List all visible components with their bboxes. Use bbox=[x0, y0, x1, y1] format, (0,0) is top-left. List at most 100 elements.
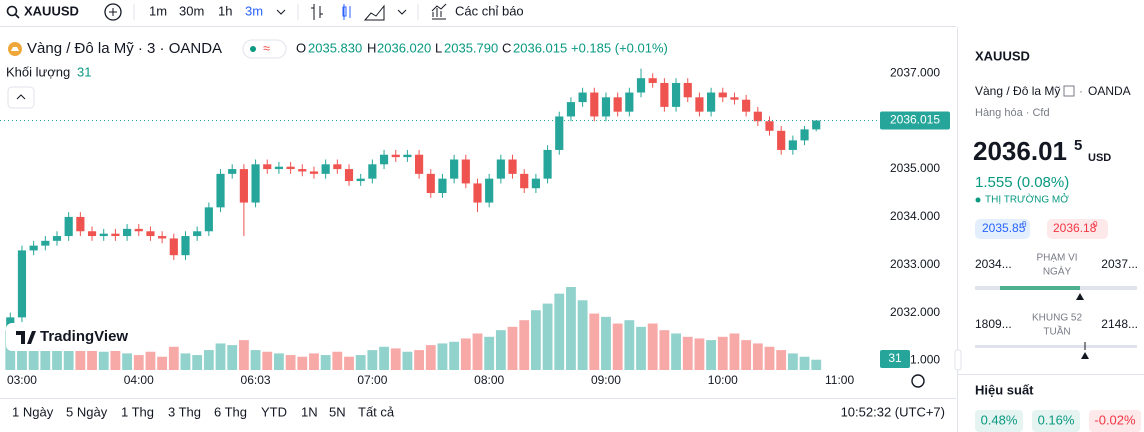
chevron[interactable] bbox=[276, 9, 286, 15]
candle-body bbox=[17, 250, 27, 318]
range-button[interactable]: 5N bbox=[329, 404, 346, 419]
bar-style-icon[interactable] bbox=[311, 4, 323, 20]
candle-body bbox=[461, 159, 470, 184]
y-tick-label: 2032.000 bbox=[890, 305, 940, 319]
volume-bar bbox=[344, 356, 354, 370]
volume-bar bbox=[145, 351, 156, 370]
candle-body bbox=[356, 178, 365, 182]
performance-value[interactable]: -0.02% bbox=[1094, 412, 1136, 427]
interval[interactable]: 30m bbox=[179, 3, 204, 18]
range-button[interactable]: 1N bbox=[301, 404, 318, 419]
candle-body bbox=[578, 92, 587, 103]
volume-bar bbox=[425, 345, 436, 370]
volume-bar bbox=[706, 340, 717, 370]
range-button[interactable]: 3 Thg bbox=[168, 404, 201, 419]
candle-body bbox=[251, 164, 260, 203]
candle-body bbox=[788, 140, 797, 150]
volume-bar bbox=[157, 356, 168, 370]
y-tick-label: 2035.000 bbox=[890, 161, 940, 175]
volume-bar bbox=[530, 310, 541, 370]
legend-label: O bbox=[296, 40, 306, 55]
day-range-title: NGÀY bbox=[1043, 265, 1072, 278]
clock: 10:52:32 (UTC+7) bbox=[841, 404, 945, 419]
volume-bar bbox=[519, 320, 530, 370]
last-price-label: 2036.015 bbox=[890, 113, 940, 127]
add-symbol[interactable] bbox=[104, 3, 122, 21]
candle-body bbox=[625, 92, 634, 112]
candle-body bbox=[812, 120, 821, 130]
interval[interactable]: 1h bbox=[218, 3, 232, 18]
candle-body bbox=[742, 99, 751, 112]
performance-value[interactable]: 0.48% bbox=[981, 412, 1018, 427]
interval[interactable]: 1m bbox=[149, 3, 167, 18]
range-button[interactable]: 1 Ngày bbox=[12, 404, 54, 419]
range-button[interactable]: 6 Thg bbox=[214, 404, 247, 419]
legend-change: +0.185 (+0.01%) bbox=[571, 40, 668, 55]
candle-body bbox=[403, 154, 412, 158]
legend-value: 2035.790 bbox=[444, 40, 498, 55]
volume-bar bbox=[624, 320, 635, 370]
status-pill[interactable] bbox=[242, 39, 287, 59]
candle-body bbox=[344, 169, 354, 182]
collapse-button[interactable] bbox=[7, 86, 35, 109]
area-style-icon[interactable] bbox=[363, 4, 385, 21]
performance-value[interactable]: 0.16% bbox=[1038, 412, 1075, 427]
candle-body bbox=[520, 173, 529, 189]
volume-bar bbox=[180, 353, 191, 370]
week52-high: 2148... bbox=[1101, 317, 1138, 331]
candle-body bbox=[286, 166, 295, 170]
volume-bar bbox=[776, 350, 787, 370]
volume-value: 31 bbox=[77, 64, 91, 79]
range-button[interactable]: 5 Ngày bbox=[66, 404, 108, 419]
candle-body bbox=[438, 178, 447, 193]
candle-body bbox=[496, 159, 505, 179]
volume-bar bbox=[262, 351, 273, 370]
settings-icon[interactable] bbox=[911, 374, 925, 388]
range-button[interactable]: 1 Thg bbox=[121, 404, 154, 419]
panel-currency: USD bbox=[1088, 152, 1111, 164]
candle-body bbox=[671, 82, 681, 107]
symbol-panel: XAUUSD Vàng / Đô la Mỹ · OANDA Hàng hóa … bbox=[954, 27, 1144, 432]
candle-body bbox=[531, 178, 540, 189]
volume-bar bbox=[472, 333, 483, 370]
volume-bar bbox=[203, 350, 214, 370]
y-tick-label: 2037.000 bbox=[890, 66, 940, 80]
volume-bar bbox=[414, 350, 424, 370]
indicators-button[interactable]: Các chỉ báo bbox=[455, 3, 524, 18]
range-button[interactable]: YTD bbox=[261, 404, 287, 419]
candle-body bbox=[753, 111, 762, 122]
candle-body bbox=[590, 92, 599, 117]
volume-box bbox=[880, 350, 910, 368]
interval-active[interactable]: 3m bbox=[245, 3, 263, 18]
candle-body bbox=[660, 82, 669, 107]
candle-body bbox=[298, 169, 307, 172]
candle-body bbox=[473, 183, 482, 203]
day-high: 2037... bbox=[1101, 257, 1138, 271]
symbol-search[interactable]: XAUUSD bbox=[24, 3, 79, 18]
candle-body bbox=[777, 130, 786, 150]
candle-body bbox=[64, 216, 73, 237]
candle-body bbox=[87, 231, 97, 237]
volume-bar bbox=[507, 326, 518, 370]
x-tick-label: 09:00 bbox=[591, 373, 621, 387]
volume-bar bbox=[764, 346, 775, 370]
volume-bar bbox=[729, 333, 740, 370]
candle-body bbox=[695, 97, 704, 112]
volume-bar bbox=[717, 336, 728, 370]
x-tick-label: 10:00 bbox=[708, 373, 738, 387]
range-button[interactable]: Tất cả bbox=[358, 404, 395, 419]
panel-price-digit: 5 bbox=[1074, 137, 1082, 154]
candle-body bbox=[76, 216, 85, 232]
bid: 2035.85 bbox=[982, 221, 1026, 235]
toolbar: XAUUSD 1m 30m 1h 3m Các chỉ báo bbox=[0, 3, 956, 27]
candle-body bbox=[730, 97, 739, 100]
x-tick-label: 11:00 bbox=[825, 373, 854, 387]
candle-body bbox=[309, 171, 319, 174]
candle-body bbox=[508, 159, 517, 174]
indicators-icon[interactable] bbox=[431, 3, 447, 20]
candle-body bbox=[216, 173, 225, 208]
status-icon: ≈ bbox=[263, 40, 270, 55]
legend-label: C bbox=[502, 40, 511, 55]
volume-bar bbox=[110, 350, 121, 370]
candle-style-icon[interactable] bbox=[342, 4, 351, 20]
